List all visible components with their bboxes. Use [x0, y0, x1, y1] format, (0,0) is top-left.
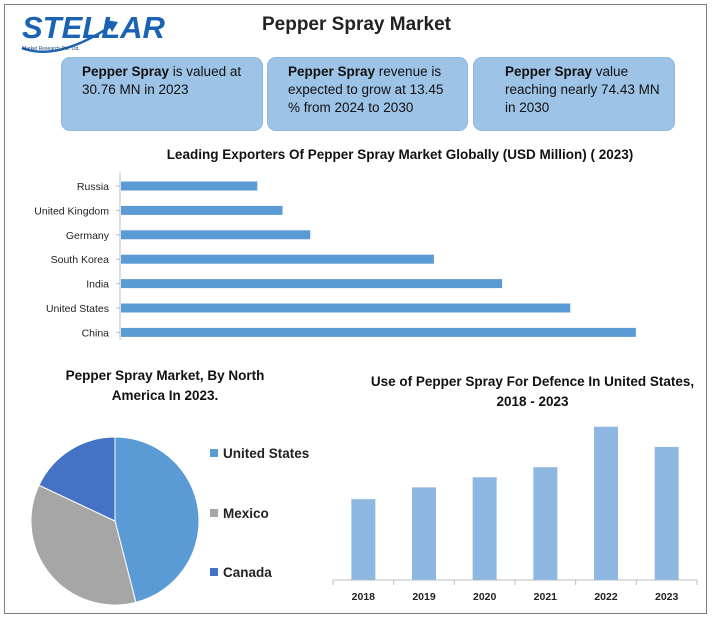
exporters-bar: [121, 327, 636, 337]
page-title: Pepper Spray Market: [261, 14, 452, 35]
exporters-tick-label: South Korea: [51, 254, 110, 266]
column-tick-label: 2021: [534, 591, 558, 603]
legend-item-canada: Canada: [210, 565, 272, 580]
card-text: is valued at 30.76 MN in 2023: [82, 64, 242, 97]
column-bar: [654, 446, 679, 580]
column-tick-label: 2018: [352, 591, 376, 603]
exporters-tick-label: Russia: [77, 181, 109, 193]
exporters-tick-label: Germany: [66, 230, 110, 242]
exporters-chart-title: Leading Exporters Of Pepper Spray Market…: [166, 147, 634, 162]
column-tick-label: 2022: [594, 591, 618, 603]
legend-swatch: [210, 509, 218, 517]
info-card-valuation: Pepper Spray is valued at 30.76 MN in 20…: [61, 57, 263, 131]
card-bold: Pepper Spray: [288, 64, 376, 79]
legend-item-united-states: United States: [210, 446, 309, 461]
pie-slice: [30, 484, 137, 606]
card-bold: Pepper Spray: [82, 64, 170, 79]
card-text: value reaching nearly 74.43 MN in 2030: [505, 64, 660, 115]
column-bar: [472, 477, 497, 580]
exporters-bar: [121, 205, 283, 215]
card-text: revenue is expected to grow at 13.45 % f…: [288, 64, 444, 115]
legend-label: Canada: [223, 565, 272, 580]
pie-slice: [38, 436, 116, 522]
exporters-tick-label: India: [86, 279, 109, 291]
legend-label: Mexico: [223, 506, 269, 521]
pie-chart-title: Pepper Spray Market, By North America In…: [65, 368, 265, 403]
info-card-forecast: Pepper Spray value reaching nearly 74.43…: [473, 57, 675, 131]
logo-swoosh-icon: [21, 20, 118, 54]
exporters-bar: [121, 279, 503, 289]
column-chart-title: Use of Pepper Spray For Defence In Unite…: [370, 374, 695, 409]
legend-item-mexico: Mexico: [210, 506, 269, 521]
exporters-bar: [121, 254, 434, 264]
logo-text: STELLAR: [22, 10, 165, 45]
info-card-growth: Pepper Spray revenue is expected to grow…: [267, 57, 468, 131]
logo-subtitle: Market Research Pvt. Ltd.: [22, 46, 80, 52]
exporters-tick-label: China: [82, 327, 110, 339]
column-bar: [594, 426, 618, 580]
column-bar: [533, 467, 558, 580]
legend-swatch: [210, 568, 218, 576]
exporters-tick-label: United States: [46, 303, 109, 315]
infographic-frame: [4, 4, 707, 614]
pie-slice: [114, 436, 200, 603]
column-bar: [412, 487, 436, 580]
column-tick-label: 2020: [473, 591, 497, 603]
stellar-logo: [18, 10, 128, 58]
column-tick-label: 2019: [412, 591, 436, 603]
exporters-bar: [121, 181, 258, 191]
column-tick-label: 2023: [655, 591, 679, 603]
exporters-bar: [121, 303, 571, 313]
exporters-tick-label: United Kingdom: [34, 205, 109, 217]
legend-label: United States: [223, 446, 310, 461]
column-bar: [351, 499, 376, 580]
card-bold: Pepper Spray: [505, 64, 593, 79]
legend-swatch: [210, 449, 218, 457]
exporters-bar: [121, 230, 311, 240]
